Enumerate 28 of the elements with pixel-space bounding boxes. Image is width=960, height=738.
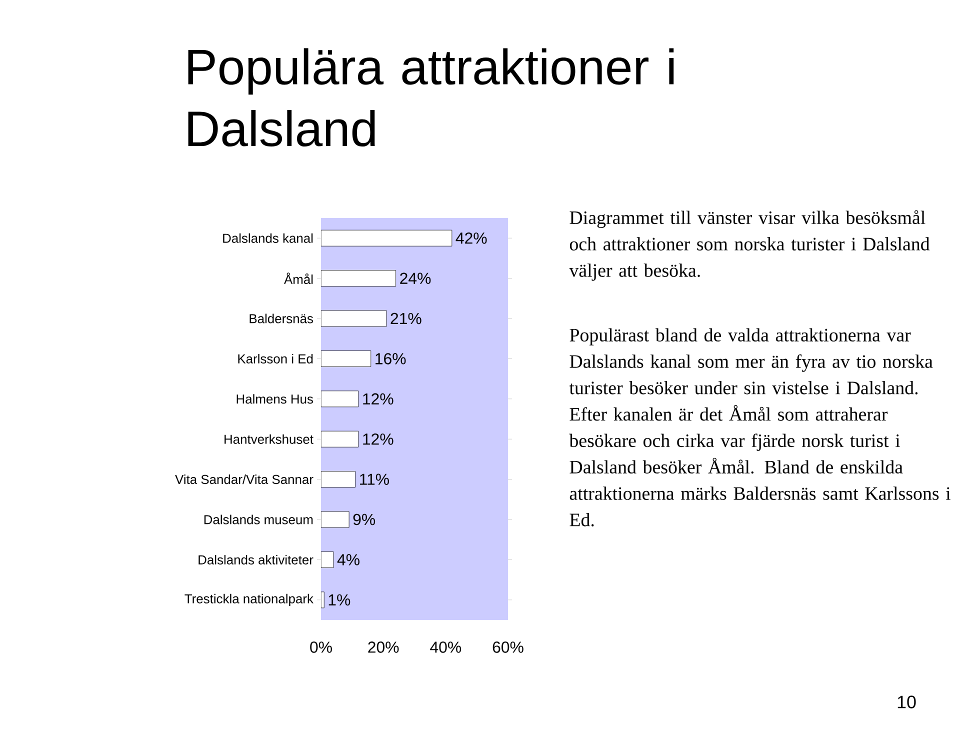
text: Diagrammet till vänster visar vilka besöksmål och attraktioner som norska turister i Dalsland väljer att besöka.	[569, 210, 930, 281]
y-tick-label: Åmål	[284, 272, 313, 284]
data-label: 12%	[363, 393, 394, 405]
y-tick-label: Baldersnäs	[250, 314, 314, 324]
y-tick-label: Karlsson i Ed	[238, 354, 313, 364]
y-tick-label: Halmens Hus	[236, 394, 313, 404]
data-label: 4%	[337, 554, 360, 566]
x-tick-label: 60%	[492, 642, 524, 653]
y-tick-label: Hantverkshuset	[224, 434, 314, 444]
data-label: 11%	[360, 474, 389, 485]
chart-title: Populära attraktioner i Dalsland	[188, 48, 674, 147]
y-tick-label: Dalslands museum	[204, 514, 313, 524]
data-label: 16%	[376, 353, 406, 364]
data-label: 9%	[353, 514, 376, 526]
data-label: 1%	[328, 594, 350, 606]
x-tick-label: 20%	[368, 642, 399, 653]
data-label: 21%	[390, 312, 422, 324]
y-tick-label: Dalslands aktiviteter	[198, 554, 314, 564]
data-label: 42%	[456, 232, 487, 244]
text: Populärast bland de valda attraktionerna var Dalslands kanal som mer än fyra av tio norska turister besöker under sin vistelse i Dalsland. Efter kanalen är det Åmål som attraherar besökare och cirka var fjärde norsk turist i Dalsland besöker Åmål. Bland de enskilda attraktionerna märks Baldersnäs samt Karlssons i Ed.	[569, 328, 950, 526]
x-tick-label: 0%	[310, 642, 332, 653]
x-tick-label: 40%	[430, 642, 462, 653]
text: 10	[898, 696, 916, 708]
y-tick-label: Trestickla nationalpark	[184, 594, 314, 606]
data-label: 12%	[363, 434, 394, 445]
data-label: 24%	[400, 272, 431, 284]
y-tick-label: Dalslands kanal	[223, 233, 313, 243]
y-tick-label: Vita Sandar/Vita Sannar	[175, 474, 314, 484]
